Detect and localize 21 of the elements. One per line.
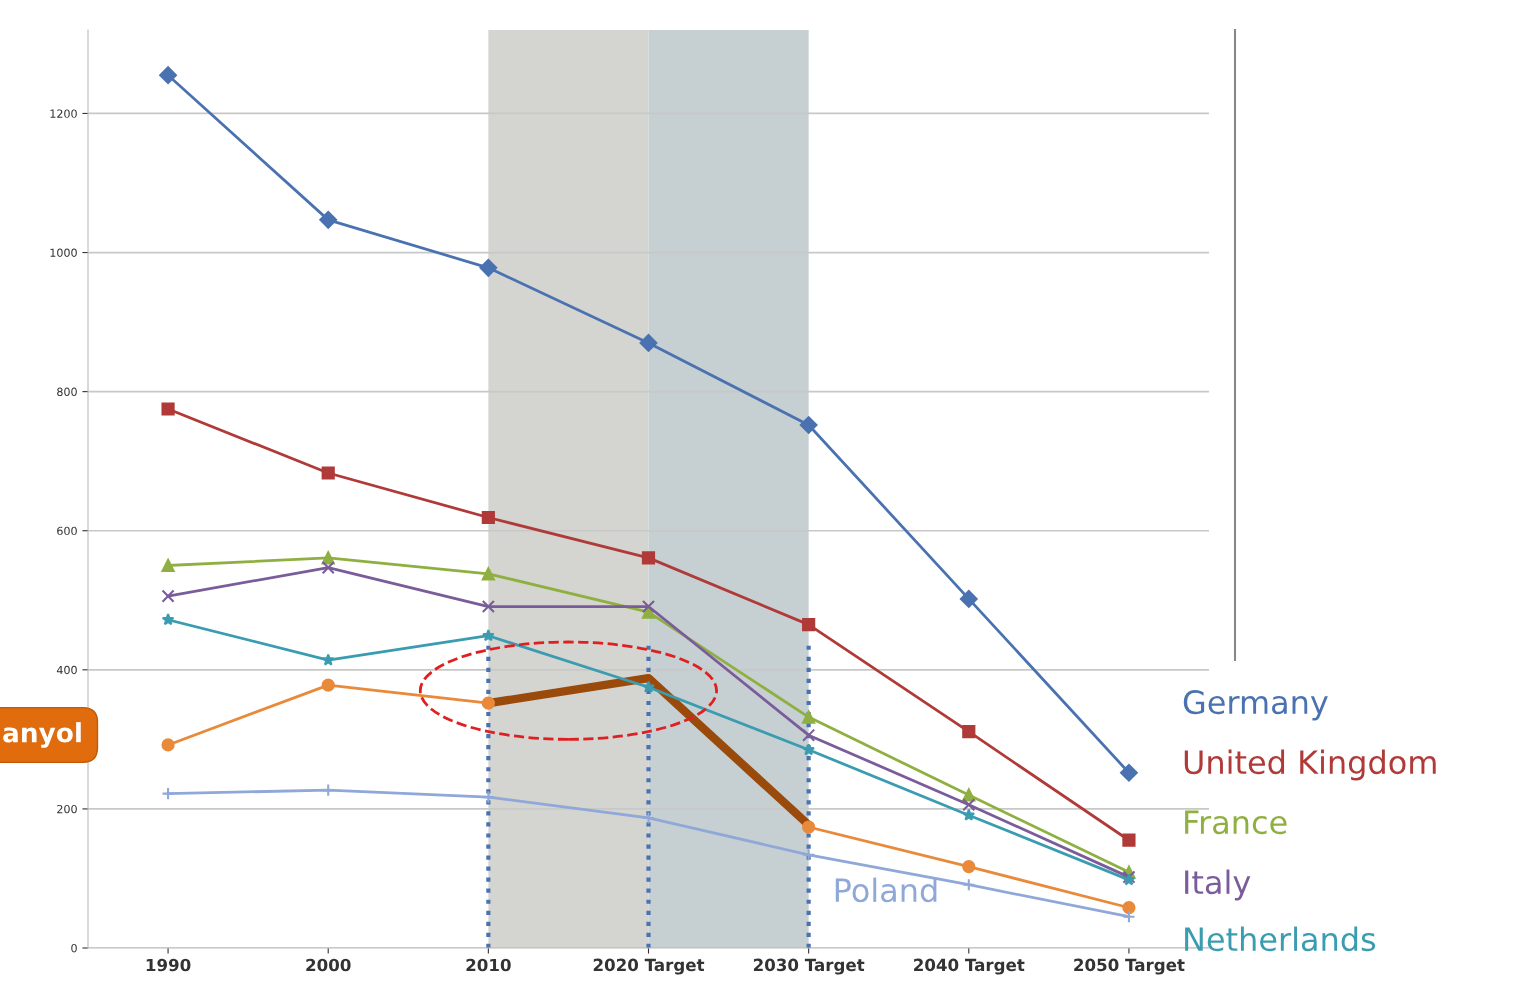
x-tick-label: 2020 Target — [593, 958, 705, 975]
y-tick-label: 200 — [57, 804, 77, 814]
text: France — [1185, 810, 1287, 835]
x-tick-label: 2040 Target — [914, 958, 1025, 975]
series-label: Poland — [835, 877, 937, 903]
text: Netherlands — [1185, 926, 1376, 952]
series-label: Italy — [1185, 869, 1251, 901]
y-tick-label: 0 — [71, 943, 77, 953]
x-tick-label: 2010 — [466, 958, 511, 972]
x-tick-label: 1990 — [146, 958, 191, 972]
x-tick-label: 2000 — [306, 958, 351, 972]
text: Germany — [1183, 690, 1328, 721]
x-tick-label: 2030 Target — [753, 958, 865, 975]
text: anyol — [3, 722, 81, 748]
x-tick-label: 2050 Target — [1074, 958, 1185, 975]
y-tick-label: 800 — [57, 387, 77, 397]
y-tick-label: 600 — [57, 526, 77, 536]
y-tick-label: 1200 — [50, 109, 77, 118]
y-tick-label: 1000 — [50, 248, 77, 257]
y-tick-label: 400 — [56, 665, 77, 675]
text: United Kingdom — [1184, 749, 1436, 781]
